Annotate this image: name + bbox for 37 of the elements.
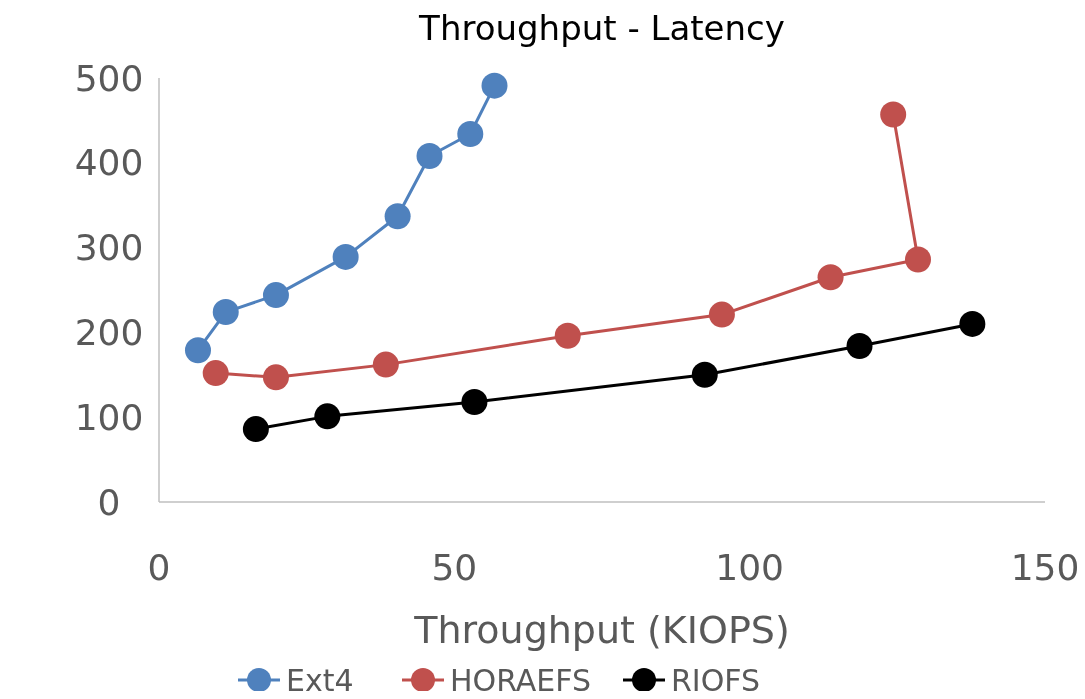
point bbox=[846, 332, 873, 359]
point bbox=[314, 403, 341, 430]
point bbox=[461, 388, 488, 415]
x-tick-label: 100 bbox=[715, 546, 785, 588]
legend-label: Ext4 bbox=[286, 662, 354, 698]
point bbox=[202, 360, 229, 387]
point bbox=[457, 120, 484, 147]
x-tick-label: 150 bbox=[1010, 546, 1080, 588]
point bbox=[481, 72, 508, 99]
point bbox=[416, 143, 443, 170]
x-tick-label: 0 bbox=[147, 546, 171, 588]
point bbox=[242, 416, 269, 443]
x-tick-label: 50 bbox=[431, 546, 478, 588]
point bbox=[184, 337, 211, 364]
point bbox=[262, 364, 289, 391]
point bbox=[554, 322, 581, 349]
point bbox=[262, 282, 289, 309]
point bbox=[332, 243, 359, 270]
point bbox=[708, 301, 735, 328]
y-tick-label: 200 bbox=[74, 312, 144, 353]
y-tick-label: 0 bbox=[97, 481, 121, 523]
legend-label: HORAEFS bbox=[450, 662, 592, 698]
point bbox=[384, 203, 411, 230]
y-tick-label: 300 bbox=[74, 227, 144, 269]
point bbox=[212, 299, 239, 326]
chart-title: Throughput - Latency bbox=[418, 8, 785, 48]
point bbox=[905, 246, 932, 273]
y-tick-label: 100 bbox=[74, 396, 144, 438]
point bbox=[880, 101, 907, 128]
y-tick-label: 500 bbox=[74, 57, 144, 99]
point bbox=[372, 351, 399, 378]
x-axis-title: Throughput (KIOPS) bbox=[413, 608, 790, 653]
legend-label: RIOFS bbox=[671, 662, 761, 698]
point bbox=[691, 361, 718, 388]
y-tick-label: 400 bbox=[74, 142, 144, 184]
point bbox=[959, 310, 986, 337]
point bbox=[817, 264, 844, 291]
